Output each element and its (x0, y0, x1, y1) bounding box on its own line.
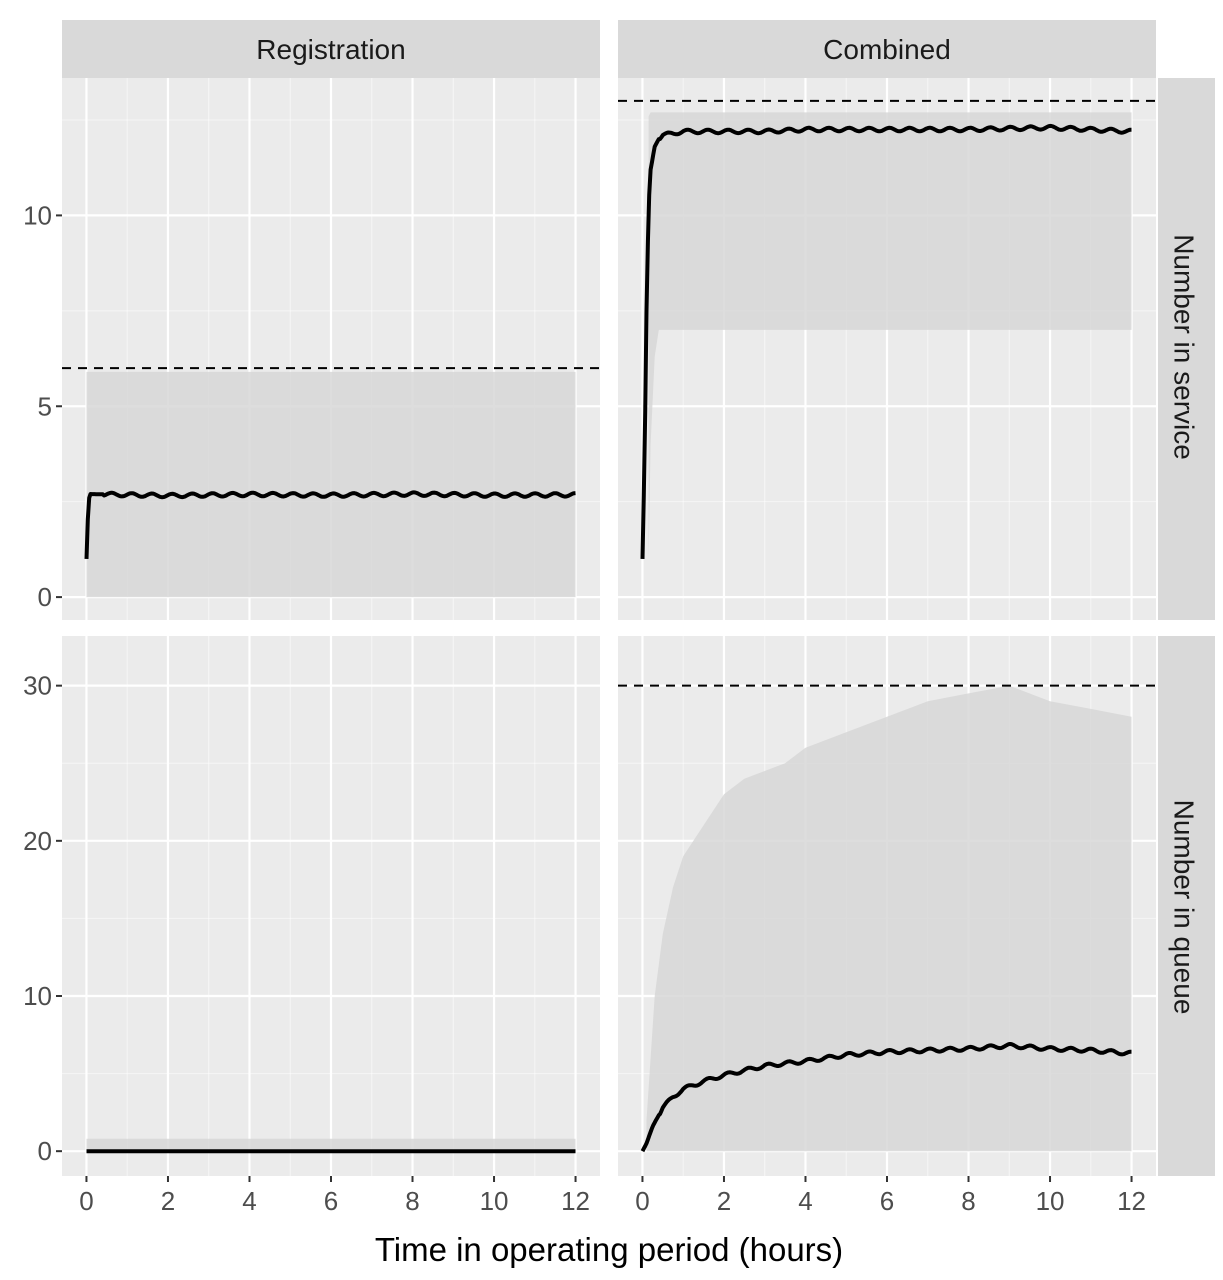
x-axis-title: Time in operating period (hours) (375, 1231, 843, 1268)
panel-number-in-service-registration (62, 78, 602, 620)
y-tick-label: 20 (23, 826, 52, 856)
percentile-band (648, 112, 1132, 559)
row-strip-label-number-in-queue: Number in queue (1169, 800, 1200, 1015)
panel-number-in-queue-registration (62, 636, 600, 1176)
x-tick-label: 8 (405, 1186, 419, 1216)
x-tick-label: 12 (1117, 1186, 1146, 1216)
column-strip-registration (62, 20, 600, 78)
x-tick-label: 10 (1036, 1186, 1065, 1216)
x-tick-label: 12 (561, 1186, 590, 1216)
x-tick-label: 2 (717, 1186, 731, 1216)
mean-line (640, 1042, 1133, 1153)
row-strip-label-number-in-service: Number in service (1169, 234, 1200, 460)
x-tick-label: 4 (798, 1186, 812, 1216)
panel-number-in-queue-combined (618, 636, 1158, 1176)
percentile-band (646, 685, 1132, 1152)
y-tick-label: 30 (23, 671, 52, 701)
mean-line (640, 123, 1133, 559)
mean-line (84, 490, 577, 559)
row-strip-number-in-queue (1158, 636, 1215, 1176)
column-strip-label-combined: Combined (823, 34, 951, 65)
percentile-band (86, 1138, 576, 1152)
chart-layer: 0 5 10 0 10 20 30 0 2 4 6 8 10 12 0 2 4 6 8 10 12 (23, 20, 1215, 1216)
column-strip-combined (618, 20, 1156, 78)
x-tick-label: 8 (961, 1186, 975, 1216)
percentile-band (86, 371, 576, 598)
y-tick-label: 10 (23, 981, 52, 1011)
y-tick-label: 10 (23, 200, 52, 230)
row-strip-number-in-service (1158, 78, 1215, 620)
x-tick-label: 2 (161, 1186, 175, 1216)
x-tick-label: 6 (880, 1186, 894, 1216)
panel-number-in-service-combined (618, 78, 1158, 620)
y-tick-label: 5 (38, 391, 52, 421)
x-tick-label: 4 (242, 1186, 256, 1216)
y-tick-label: 0 (38, 582, 52, 612)
x-tick-label: 10 (480, 1186, 509, 1216)
x-tick-label: 6 (324, 1186, 338, 1216)
x-tick-label: 0 (79, 1186, 93, 1216)
y-tick-label: 0 (38, 1136, 52, 1166)
column-strip-label-registration: Registration (256, 34, 405, 65)
x-tick-label: 0 (635, 1186, 649, 1216)
